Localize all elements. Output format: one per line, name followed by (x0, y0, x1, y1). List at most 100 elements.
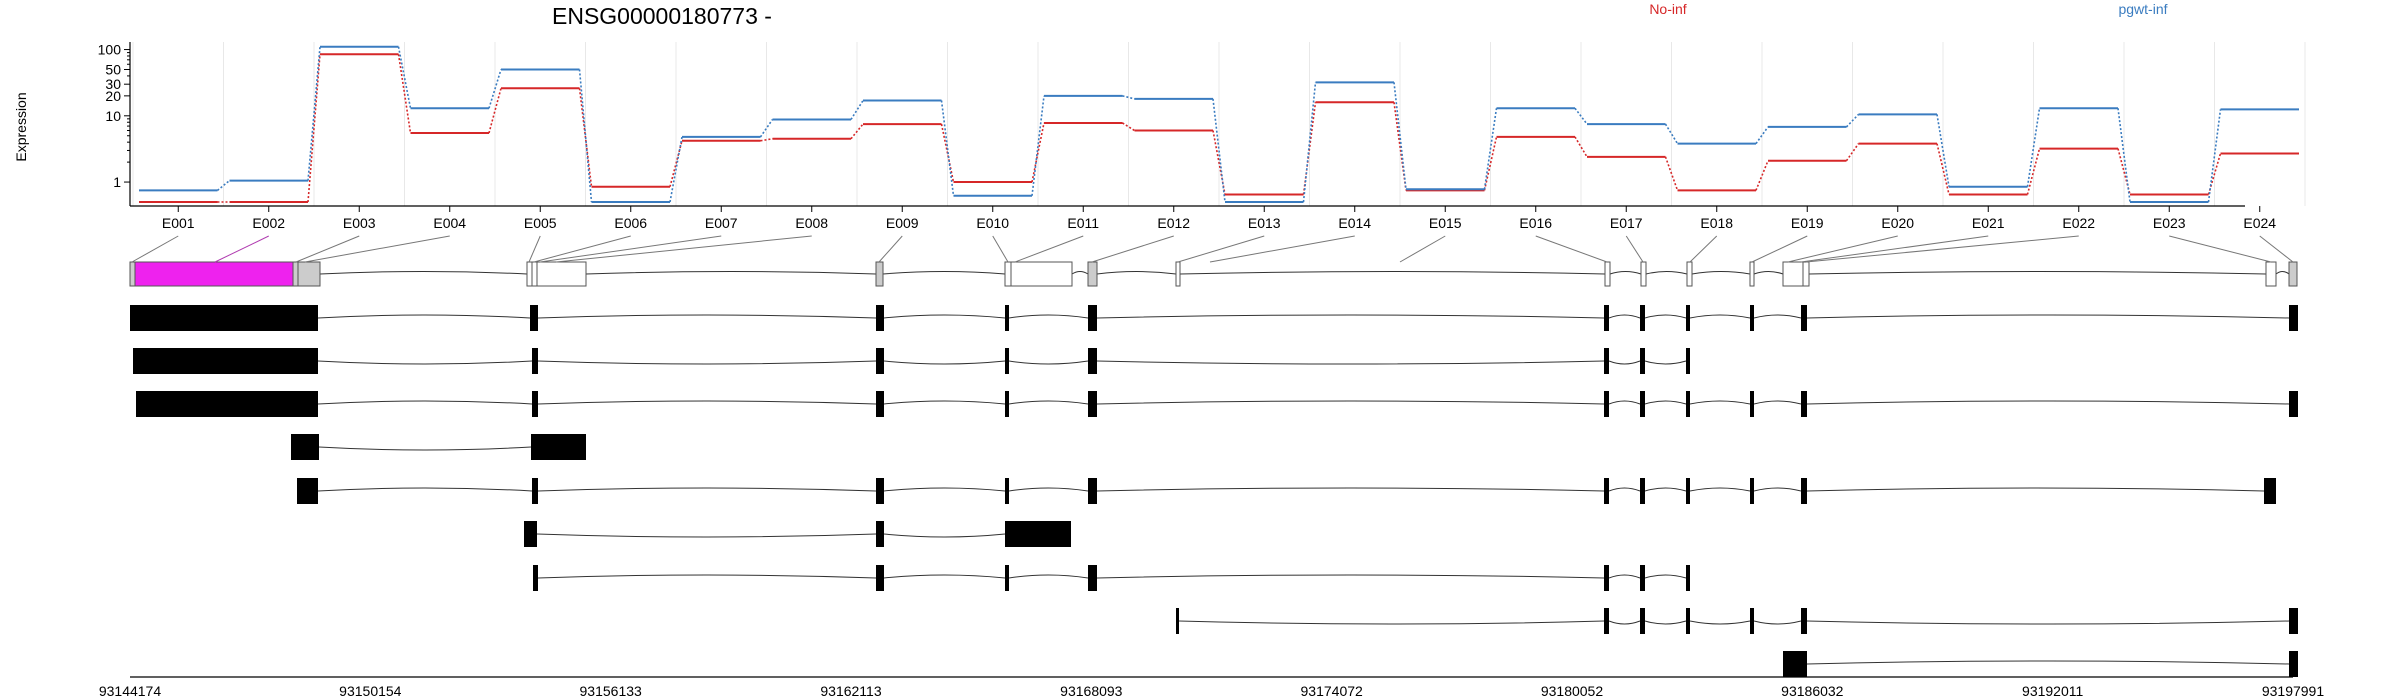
exon-box (1175, 261, 1181, 287)
exon-box (1782, 261, 1804, 287)
exon-block (1604, 565, 1609, 591)
intron-line (1644, 314, 1687, 319)
x-tick-label: E014 (1338, 215, 1371, 231)
data-connector (2207, 109, 2222, 203)
intron-line (537, 487, 877, 492)
x-tick-label: E024 (2243, 215, 2276, 231)
x-tick-label: E021 (1972, 215, 2005, 231)
exon-block (1005, 521, 1071, 547)
intron-line (1096, 271, 1177, 275)
exon-block (532, 478, 538, 504)
intron-line (1008, 314, 1089, 319)
data-connector (1845, 113, 1860, 128)
exon-box (526, 261, 533, 287)
intron-line (1071, 271, 1089, 275)
intron-line (537, 574, 877, 579)
exon-block (291, 434, 319, 460)
transcript-row (297, 478, 2276, 504)
data-connector (216, 180, 231, 191)
intron-line (1008, 487, 1089, 492)
exon-box (536, 261, 587, 287)
y-tick-label: 100 (98, 42, 122, 58)
exon-block (1801, 305, 1807, 331)
transcript-row (136, 391, 2298, 417)
transcript-row (291, 434, 586, 460)
exon-block (1005, 391, 1009, 417)
legend-entry: pgwt-inf (2118, 1, 2167, 17)
exon-connector (1091, 235, 1174, 263)
intron-line (536, 533, 877, 538)
intron-line (1806, 620, 2290, 625)
genomic-tick-label: 93192011 (2022, 683, 2083, 699)
transcript-row (533, 565, 1690, 591)
transcript-row (1783, 651, 2298, 677)
intron-line (537, 314, 877, 319)
exon-box (1802, 261, 1810, 287)
intron-line (317, 487, 533, 492)
exon-connector (2259, 235, 2294, 263)
data-connector (397, 54, 412, 134)
exon-block (1604, 391, 1609, 417)
exon-block (1640, 608, 1645, 634)
exon-connector (1014, 235, 1084, 263)
x-tick-label: E023 (2153, 215, 2186, 231)
data-connector (1755, 126, 1769, 145)
intron-line (1806, 487, 2265, 492)
exon-box (1010, 261, 1073, 287)
data-connector (850, 123, 864, 140)
intron-line (317, 360, 533, 365)
transcript-row (130, 305, 2298, 331)
intron-line (1096, 400, 1605, 405)
intron-line (1608, 620, 1641, 625)
exon-block (530, 305, 538, 331)
exon-connector (304, 235, 450, 263)
exon-block (1088, 478, 1097, 504)
intron-line (319, 271, 528, 275)
x-tick-label: E018 (1700, 215, 1733, 231)
exon-block (1750, 478, 1754, 504)
exon-box (134, 261, 294, 287)
exon-connector (539, 235, 722, 263)
exon-block (1005, 348, 1009, 374)
y-tick-label: 50 (105, 61, 121, 77)
exon-block (1604, 608, 1609, 634)
legend-entry: No-inf (1649, 1, 1686, 17)
intron-line (1644, 487, 1687, 492)
exon-block (532, 391, 538, 417)
intron-line (883, 533, 1006, 538)
exon-box (292, 261, 299, 287)
intron-line (883, 314, 1006, 319)
intron-line (1644, 620, 1687, 625)
intron-line (2275, 271, 2290, 275)
intron-line (1808, 271, 2267, 275)
y-axis-label: Expression (13, 92, 29, 161)
x-tick-label: E017 (1610, 215, 1643, 231)
exon-connector (533, 235, 631, 263)
data-connector (1936, 114, 1950, 187)
exon-block (876, 565, 884, 591)
exon-block (1801, 391, 1807, 417)
x-tick-label: E008 (795, 215, 828, 231)
exon-block (1750, 305, 1754, 331)
exon-box (1686, 261, 1693, 287)
intron-line (1608, 314, 1641, 319)
data-connector (1393, 102, 1407, 191)
exon-block (1640, 565, 1645, 591)
exon-block (1686, 565, 1690, 591)
intron-line (1008, 574, 1089, 579)
exon-block (531, 434, 586, 460)
data-connector (1664, 156, 1679, 191)
intron-line (1753, 620, 1802, 625)
exon-block (136, 391, 318, 417)
data-connector (307, 54, 321, 203)
data-connector (397, 46, 412, 109)
genomic-tick-label: 93144174 (99, 683, 162, 699)
x-tick-label: E010 (976, 215, 1009, 231)
x-tick-label: E001 (162, 215, 195, 231)
data-connector (1212, 130, 1226, 195)
intron-line (1691, 271, 1751, 275)
exon-box (1640, 261, 1647, 287)
exon-block (2289, 305, 2298, 331)
exon-block (1088, 348, 1097, 374)
